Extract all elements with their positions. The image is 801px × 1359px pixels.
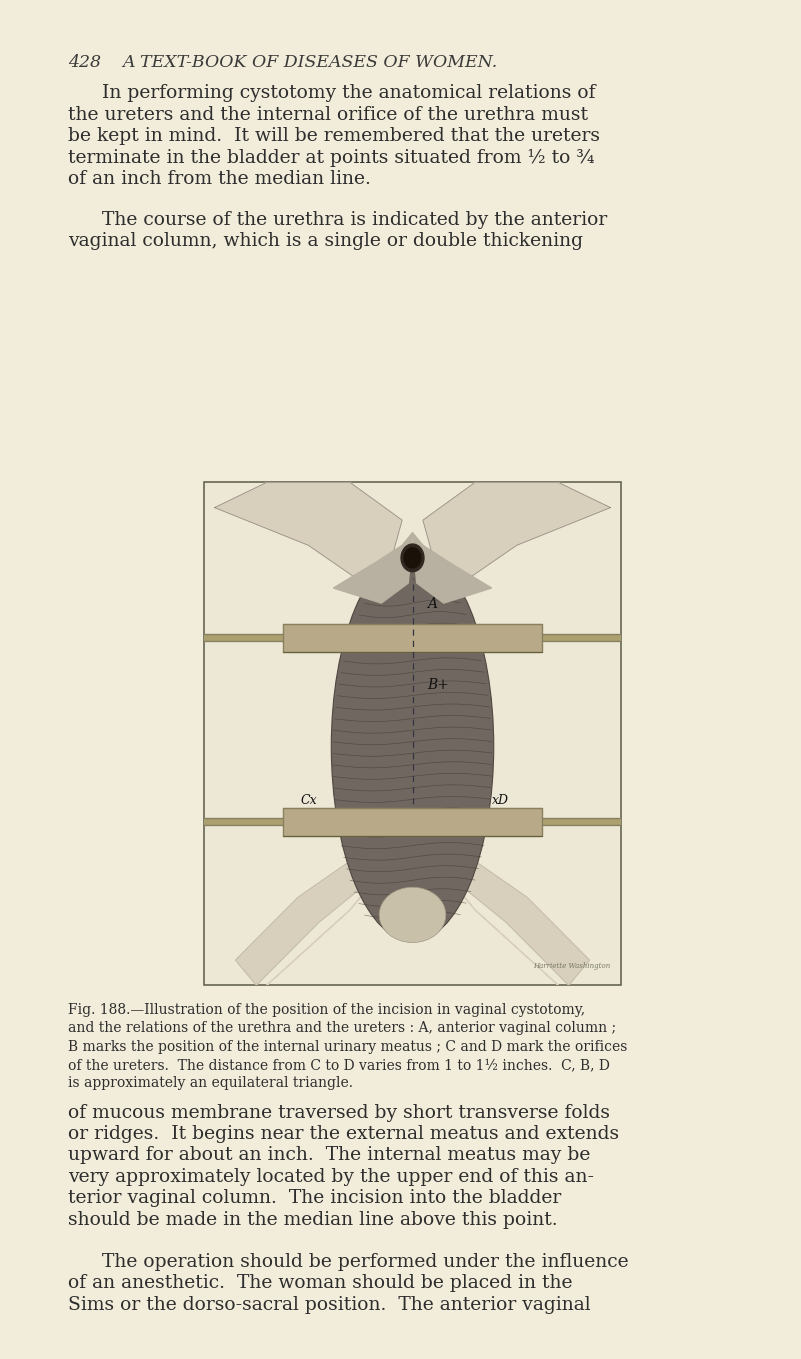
Text: of an inch from the median line.: of an inch from the median line. (68, 170, 371, 188)
Polygon shape (333, 533, 413, 603)
Text: of the ureters.  The distance from C to D varies from 1 to 1½ inches.  C, B, D: of the ureters. The distance from C to D… (68, 1057, 610, 1072)
Bar (284, 625, 541, 652)
Polygon shape (413, 533, 492, 603)
Text: vaginal column, which is a single or double thickening: vaginal column, which is a single or dou… (68, 232, 583, 250)
Ellipse shape (379, 887, 446, 943)
Circle shape (405, 548, 421, 568)
Text: A TEXT-BOOK OF DISEASES OF WOMEN.: A TEXT-BOOK OF DISEASES OF WOMEN. (123, 54, 497, 72)
Text: The operation should be performed under the influence: The operation should be performed under … (102, 1253, 628, 1271)
Polygon shape (429, 829, 590, 985)
Bar (284, 809, 541, 836)
Polygon shape (215, 482, 402, 595)
Polygon shape (235, 829, 396, 985)
Polygon shape (423, 482, 610, 595)
Text: The course of the urethra is indicated by the anterior: The course of the urethra is indicated b… (102, 211, 607, 228)
Text: B marks the position of the internal urinary meatus ; C and D mark the orifices: B marks the position of the internal uri… (68, 1040, 627, 1053)
Circle shape (401, 544, 424, 572)
Text: of an anesthetic.  The woman should be placed in the: of an anesthetic. The woman should be pl… (68, 1275, 573, 1292)
FancyBboxPatch shape (204, 482, 621, 985)
Text: or ridges.  It begins near the external meatus and extends: or ridges. It begins near the external m… (68, 1125, 619, 1143)
Text: Sims or the dorso-sacral position.  The anterior vaginal: Sims or the dorso-sacral position. The a… (68, 1296, 590, 1314)
Text: xD: xD (492, 794, 509, 807)
Text: 428: 428 (68, 54, 101, 72)
Text: Harriette Washington: Harriette Washington (533, 962, 610, 970)
Text: very approximately located by the upper end of this an-: very approximately located by the upper … (68, 1167, 594, 1186)
Text: should be made in the median line above this point.: should be made in the median line above … (68, 1211, 557, 1229)
Text: and the relations of the urethra and the ureters : A, anterior vaginal column ;: and the relations of the urethra and the… (68, 1022, 616, 1036)
Text: be kept in mind.  It will be remembered that the ureters: be kept in mind. It will be remembered t… (68, 128, 600, 145)
Text: the ureters and the internal orifice of the urethra must: the ureters and the internal orifice of … (68, 106, 588, 124)
Text: is approximately an equilateral triangle.: is approximately an equilateral triangle… (68, 1076, 353, 1090)
Polygon shape (267, 847, 558, 985)
Text: of mucous membrane traversed by short transverse folds: of mucous membrane traversed by short tr… (68, 1104, 610, 1121)
Text: upward for about an inch.  The internal meatus may be: upward for about an inch. The internal m… (68, 1147, 590, 1165)
Text: B+: B+ (427, 678, 449, 692)
Text: In performing cystotomy the anatomical relations of: In performing cystotomy the anatomical r… (102, 84, 595, 102)
Text: terminate in the bladder at points situated from ½ to ¾: terminate in the bladder at points situa… (68, 148, 594, 167)
Text: A: A (427, 597, 437, 612)
Ellipse shape (332, 552, 493, 942)
Text: terior vaginal column.  The incision into the bladder: terior vaginal column. The incision into… (68, 1189, 562, 1207)
Text: Cx: Cx (300, 794, 316, 807)
Text: Fig. 188.—Illustration of the position of the incision in vaginal cystotomy,: Fig. 188.—Illustration of the position o… (68, 1003, 586, 1017)
